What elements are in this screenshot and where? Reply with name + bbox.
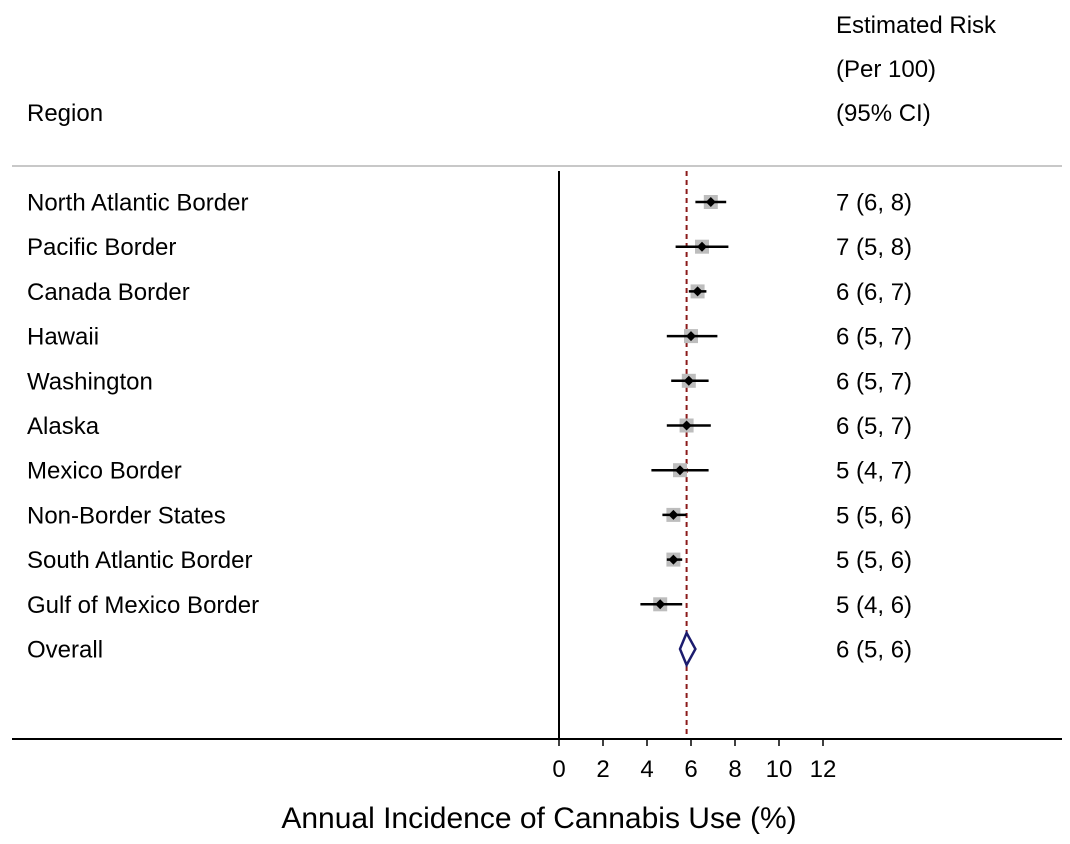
row-estimate-text: 6 (5, 7) — [836, 324, 912, 351]
row-estimate-text: 7 (5, 8) — [836, 234, 912, 261]
x-tick-label: 2 — [596, 756, 609, 783]
point-estimate-marker — [705, 197, 716, 207]
row-estimate-text: 5 (4, 6) — [836, 592, 912, 619]
row-label: Non-Border States — [27, 502, 226, 529]
estimate-column-header-line2: (Per 100) — [836, 56, 936, 83]
overall-diamond — [678, 630, 697, 668]
row-label: North Atlantic Border — [27, 190, 248, 217]
point-estimate-marker — [655, 599, 666, 610]
point-estimate-marker — [675, 465, 685, 476]
row-label: Hawaii — [27, 324, 99, 351]
point-estimate-marker — [686, 331, 696, 342]
row-estimate-text: 6 (5, 7) — [836, 413, 912, 440]
row-estimate-text: 5 (4, 7) — [836, 458, 912, 485]
overall-estimate-text: 6 (5, 6) — [836, 637, 912, 664]
row-label: Mexico Border — [27, 458, 182, 485]
row-estimates: 7 (6, 8) 7 (5, 8) 6 (6, 7) 6 (5, 7) 6 (5, 7)… — [836, 190, 912, 664]
header: Region Estimated Risk (Per 100) (95% CI) — [27, 12, 997, 127]
x-axis-ticks: 0 2 4 6 8 10 12 — [552, 739, 836, 783]
point-estimate-marker — [692, 286, 703, 297]
x-tick-label: 12 — [810, 756, 837, 783]
row-estimate-text: 5 (5, 6) — [836, 547, 912, 574]
row-label: Canada Border — [27, 279, 190, 306]
row-label: Alaska — [27, 413, 100, 440]
x-tick-label: 4 — [640, 756, 653, 783]
row-labels: North Atlantic Border Pacific Border Canad… — [27, 190, 259, 664]
overall-label: Overall — [27, 637, 103, 664]
x-axis-title: Annual Incidence of Cannabis Use (%) — [281, 802, 796, 835]
estimate-column-header-line1: Estimated Risk — [836, 12, 997, 39]
row-label: Gulf of Mexico Border — [27, 592, 259, 619]
x-tick-label: 6 — [684, 756, 697, 783]
x-tick-label: 10 — [766, 756, 793, 783]
row-estimate-text: 7 (6, 8) — [836, 190, 912, 217]
point-estimate-marker — [668, 554, 679, 565]
row-estimate-text: 5 (5, 6) — [836, 502, 912, 529]
estimate-column-header-line3: (95% CI) — [836, 100, 931, 127]
row-label: South Atlantic Border — [27, 547, 252, 574]
row-estimate-text: 6 (5, 7) — [836, 368, 912, 395]
point-estimate-marker — [683, 375, 694, 386]
row-estimate-text: 6 (6, 7) — [836, 279, 912, 306]
point-estimate-marker — [697, 241, 707, 252]
point-estimate-marker — [668, 509, 679, 520]
region-column-header: Region — [27, 100, 103, 127]
row-label: Washington — [27, 368, 153, 395]
x-tick-label: 8 — [728, 756, 741, 783]
x-tick-label: 0 — [552, 756, 565, 783]
point-estimate-marker — [681, 420, 692, 431]
row-label: Pacific Border — [27, 234, 176, 261]
plot-marks — [640, 171, 729, 739]
